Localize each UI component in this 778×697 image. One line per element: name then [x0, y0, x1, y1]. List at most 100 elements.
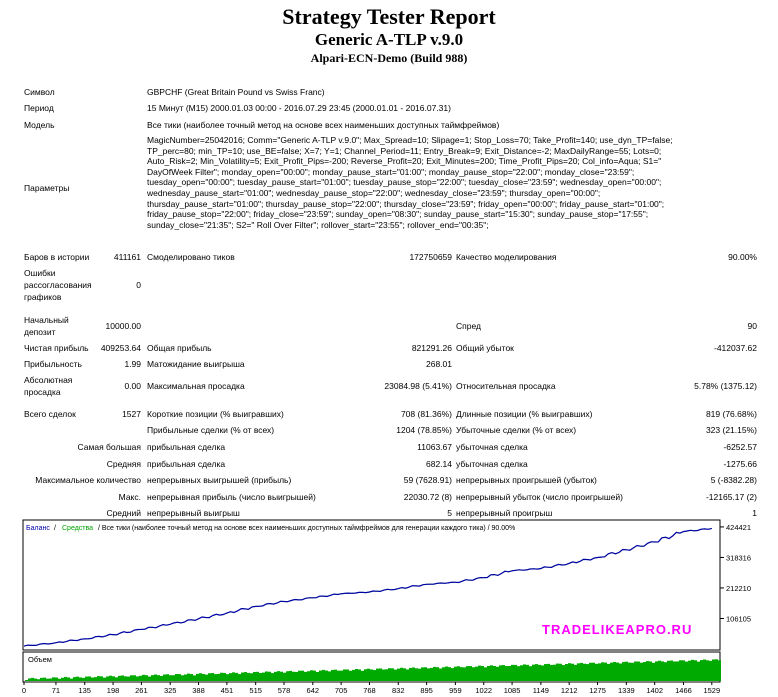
volume-bar [205, 674, 208, 681]
avg-cons-loss-value: 1 [752, 508, 757, 518]
x-tick-label: 832 [392, 686, 405, 695]
x-tick-label: 1275 [589, 686, 606, 695]
volume-bar [232, 672, 235, 681]
max-drawdown-label: Максимальная просадка [147, 381, 245, 391]
x-tick-label: 1212 [561, 686, 578, 695]
volume-bar [184, 674, 187, 681]
x-tick-label: 1402 [646, 686, 663, 695]
volume-bar [718, 660, 721, 681]
expected-payoff-label: Матожидание выигрыша [147, 359, 245, 369]
volume-bar [133, 675, 136, 681]
params-line: DayOfWeek Filter"; monday_open="00:00"; … [147, 166, 635, 177]
y-tick-label: 106105 [726, 614, 751, 623]
volume-bar [217, 673, 220, 681]
volume-bar [541, 665, 544, 681]
volume-bar [622, 662, 625, 681]
volume-bar [586, 664, 589, 681]
volume-bar [274, 671, 277, 681]
volume-bar [484, 667, 487, 681]
avg-cons-loss-label: непрерывный проигрыш [456, 508, 553, 518]
volume-bar [583, 663, 586, 681]
legend-separator: / [54, 525, 56, 532]
volume-bar [373, 670, 376, 681]
volume-bar [520, 665, 523, 681]
volume-bar [604, 662, 607, 681]
volume-bar [682, 660, 685, 681]
abs-drawdown-label: просадка [24, 387, 61, 397]
volume-bar [598, 663, 601, 681]
max-drawdown-value: 23084.98 (5.41%) [384, 381, 452, 391]
volume-bar [382, 669, 385, 681]
volume-bar [430, 667, 433, 681]
volume-bar [421, 667, 424, 681]
volume-bar [109, 675, 112, 681]
volume-bar [40, 677, 43, 681]
x-tick-label: 451 [221, 686, 234, 695]
avg-cons-label: Средний [106, 508, 141, 518]
params-line: MagicNumber=25042016; Comm="Generic A-TL… [147, 135, 673, 145]
volume-bar [58, 678, 61, 681]
long-positions-value: 819 (76.68%) [705, 409, 757, 419]
volume-bar [655, 661, 658, 681]
volume-bar [265, 671, 268, 681]
mismatch-label: рассогласования [24, 280, 92, 290]
volume-bar [28, 678, 31, 681]
x-tick-label: 325 [164, 686, 177, 695]
volume-bar [316, 671, 319, 681]
x-tick-label: 1529 [703, 686, 720, 695]
volume-bar [151, 675, 154, 681]
volume-bar [202, 674, 205, 681]
params-line: tuesday_open="00:00"; tuesday_pause_star… [147, 177, 662, 188]
x-tick-label: 578 [278, 686, 291, 695]
volume-bar [628, 662, 631, 681]
volume-bar [646, 661, 649, 681]
x-tick-label: 768 [363, 686, 376, 695]
volume-bar [409, 667, 412, 681]
params-value: MagicNumber=25042016; Comm="Generic A-TL… [147, 135, 757, 230]
volume-bar [154, 674, 157, 681]
volume-bar [112, 676, 115, 681]
volume-bar [277, 671, 280, 681]
largest-loss-value: -6252.57 [723, 442, 757, 452]
volume-bar [223, 672, 226, 681]
volume-bar [454, 666, 457, 681]
quality-label: Качество моделирования [456, 252, 557, 262]
volume-bar [577, 663, 580, 681]
volume-bar [544, 664, 547, 681]
volume-bar [466, 666, 469, 681]
x-tick-label: 642 [307, 686, 320, 695]
bars-value: 411161 [113, 252, 141, 262]
volume-bar [199, 673, 202, 681]
volume-bar [427, 668, 430, 681]
volume-bar [139, 675, 142, 681]
abs-drawdown-label: Абсолютная [24, 375, 73, 385]
volume-bar [460, 667, 463, 681]
volume-bar [547, 663, 550, 681]
volume-bar [706, 660, 709, 681]
volume-bar [556, 663, 559, 681]
volume-bar [550, 664, 553, 681]
ticks-label: Смоделировано тиков [147, 252, 235, 262]
params-line: friday_pause_stop="22:00"; friday_close=… [147, 209, 649, 220]
volume-bar [562, 665, 565, 681]
volume-bar [298, 670, 301, 681]
x-tick-label: 1149 [533, 686, 549, 695]
spread-value: 90 [747, 321, 757, 331]
volume-bar [490, 665, 493, 681]
volume-bar [499, 665, 502, 681]
chart-plot-area [22, 519, 721, 651]
max-count-label: Максимальное количество [35, 475, 141, 485]
report-title: Strategy Tester Report [282, 4, 496, 29]
volume-bar [166, 674, 169, 681]
volume-bar [505, 666, 508, 681]
max-count-losses-label: непрерывных проигрышей (убыток) [456, 475, 597, 485]
volume-bar [448, 667, 451, 681]
volume-bar [703, 659, 706, 681]
volume-bar [307, 671, 310, 681]
volume-bar [160, 675, 163, 681]
volume-bar [268, 671, 271, 681]
x-tick-label: 261 [135, 686, 148, 695]
volume-bar [589, 662, 592, 681]
volume-bar [697, 661, 700, 681]
x-tick-label: 1339 [618, 686, 635, 695]
